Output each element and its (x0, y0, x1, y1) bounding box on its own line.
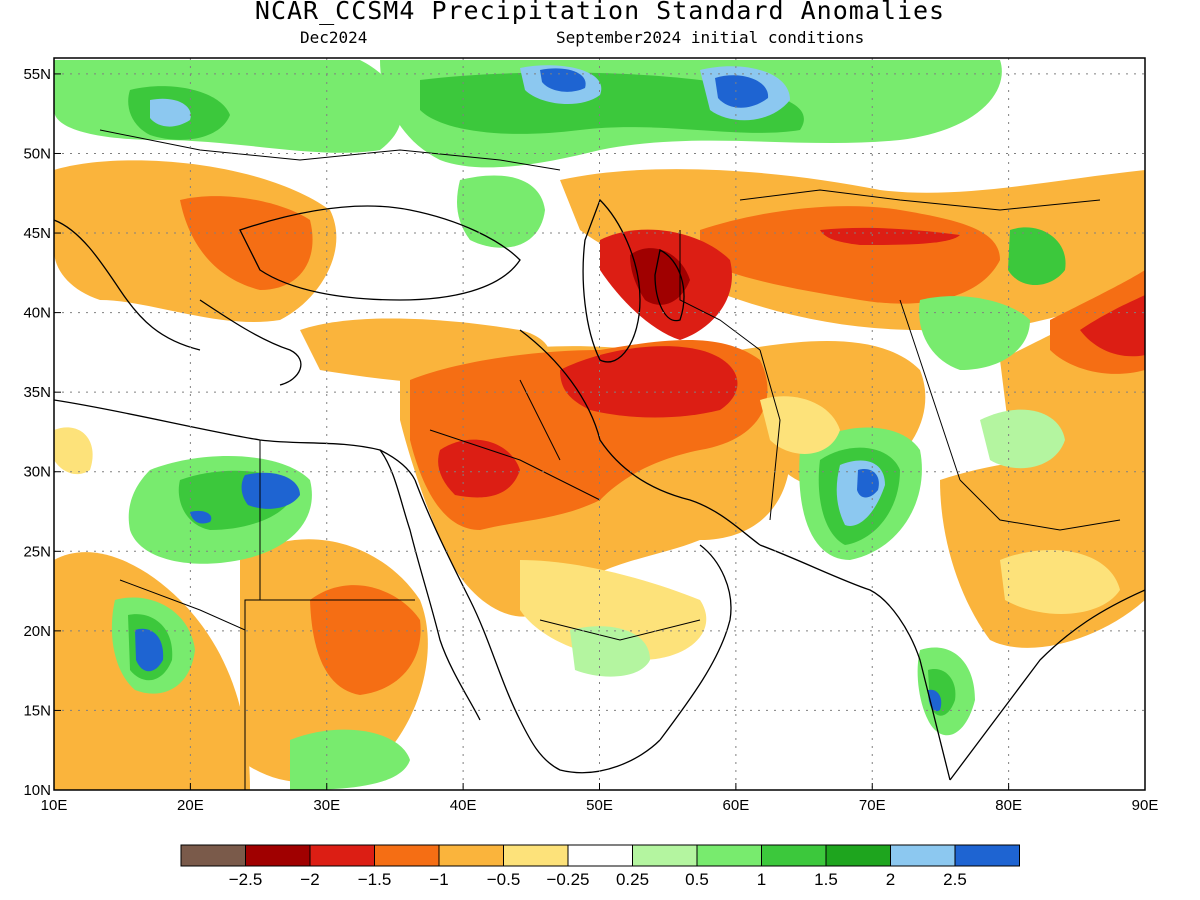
subtitle-date: Dec2024 (300, 28, 368, 47)
lon-tick-label: 20E (177, 797, 204, 814)
colorbar-swatch (374, 844, 440, 867)
colorbar-swatch (503, 844, 569, 867)
subtitle-initial-conditions: September2024 initial conditions (556, 28, 865, 47)
colorbar-swatch (954, 844, 1020, 867)
colorbar-swatch (632, 844, 698, 867)
colorbar-label: 0.25 (616, 870, 649, 889)
lon-tick-label: 50E (586, 797, 613, 814)
gridlines (54, 58, 1145, 790)
colorbar-label: −2 (300, 870, 319, 889)
colorbar-label: −0.5 (487, 870, 521, 889)
lat-tick-label: 20N (23, 623, 51, 640)
lon-tick-label: 90E (1132, 797, 1159, 814)
colorbar-label: 2 (886, 870, 895, 889)
colorbar-swatch (245, 844, 311, 867)
colorbar-label: 0.5 (685, 870, 709, 889)
country-borders (99, 129, 1121, 790)
colorbar: −2.5 −2 −1.5 −1 −0.5 −0.25 0.25 0.5 1 1.5 2 2.5 (180, 844, 1020, 889)
lon-tick-label: 10E (41, 797, 68, 814)
page-title: NCAR_CCSM4 Precipitation Standard Anomal… (254, 0, 946, 25)
lat-tick-label: 55N (23, 66, 51, 83)
colorbar-label: 2.5 (943, 870, 967, 889)
lon-tick-label: 30E (313, 797, 340, 814)
colorbar-swatch (180, 844, 246, 867)
colorbar-label: 1 (757, 870, 766, 889)
colorbar-label: −1.5 (358, 870, 392, 889)
lat-tick-label: 45N (23, 225, 51, 242)
lat-tick-label: 25N (23, 543, 51, 560)
lon-tick-label: 40E (450, 797, 477, 814)
lat-tick-label: 35N (23, 384, 51, 401)
lon-tick-label: 70E (859, 797, 886, 814)
colorbar-swatch (696, 844, 762, 867)
colorbar-swatch (309, 844, 375, 867)
lat-tick-label: 50N (23, 145, 51, 162)
colorbar-swatch (761, 844, 827, 867)
colorbar-swatch (890, 844, 956, 867)
lat-tick-label: 15N (23, 702, 51, 719)
colorbar-swatch (438, 844, 504, 867)
colorbar-label: 1.5 (814, 870, 838, 889)
coastlines (54, 198, 1145, 781)
colorbar-swatch (567, 844, 633, 867)
colorbar-swatch (825, 844, 891, 867)
lat-tick-label: 40N (23, 305, 51, 322)
anomaly-fields (54, 60, 1145, 790)
axis-ticks: 10E 20E 30E 40E 50E 60E 70E 80E 90E 55N 50N 45N 40N 3… (23, 66, 1158, 814)
lat-tick-label: 10N (23, 782, 51, 799)
lon-tick-label: 60E (723, 797, 750, 814)
colorbar-label: −0.25 (546, 870, 589, 889)
colorbar-label: −2.5 (229, 870, 263, 889)
lat-tick-label: 30N (23, 464, 51, 481)
lon-tick-label: 80E (995, 797, 1022, 814)
colorbar-label: −1 (429, 870, 448, 889)
